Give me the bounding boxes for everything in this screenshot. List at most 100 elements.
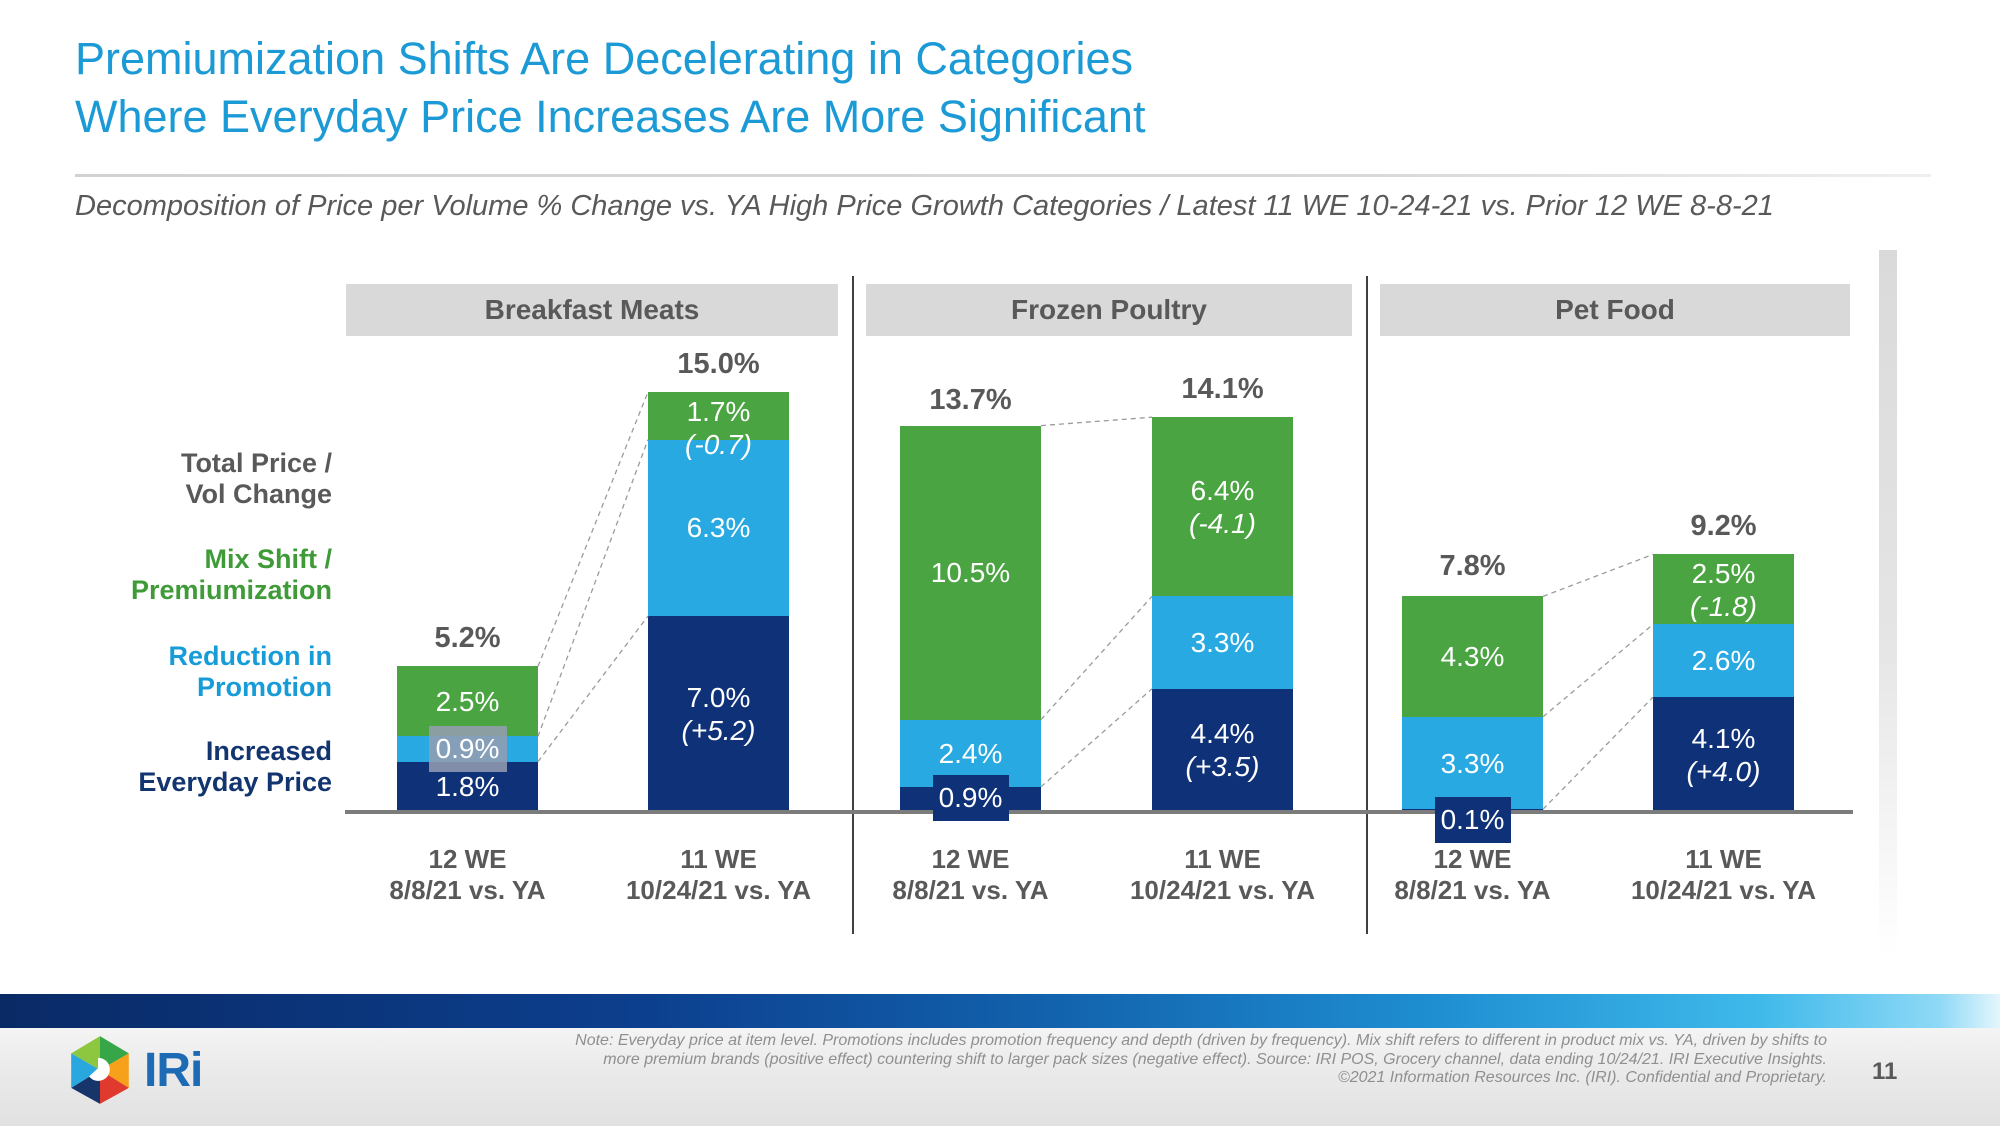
segment-value: 4.4% [1190,718,1255,750]
segment-value-label: 10.5% [900,556,1041,589]
x-axis-label-line: 11 WE [1685,844,1762,874]
page-number: 11 [1872,1058,1898,1085]
axis-legend-line: Reduction in [168,641,333,671]
axis-legend-line: Vol Change [185,479,332,509]
segment-value: 10.5% [930,557,1011,589]
bar-total-label: 14.1% [1181,373,1264,406]
axis-legend-line: Promotion [197,672,332,702]
x-axis-label: 12 WE 8/8/21 vs. YA [1358,844,1588,906]
segment-value: 3.3% [1440,747,1505,779]
x-axis-label-line: 8/8/21 vs. YA [1394,875,1551,905]
segment-value-label: 4.3% [1402,640,1543,673]
axis-legend-line: Everyday Price [138,767,332,797]
x-axis-baseline [345,810,1853,814]
page-title-line2: Where Everyday Price Increases Are More … [75,91,1146,142]
segment-value: 1.7% [686,396,751,427]
page-title-line1: Premiumization Shifts Are Decelerating i… [75,33,1133,84]
segment-value: 1.8% [435,771,500,803]
segment-value: 2.5% [1691,558,1756,590]
segment-value-label: 2.6% [1653,644,1794,677]
title-divider [75,174,1931,177]
x-axis-label-line: 12 WE [1433,844,1512,874]
x-axis-label-line: 10/24/21 vs. YA [1129,875,1316,905]
segment-value: 2.4% [938,737,1003,769]
x-axis-label-line: 8/8/21 vs. YA [389,875,546,905]
segment-value-label: 3.3% [1152,626,1293,659]
segment-delta: (-4.1) [1189,507,1256,539]
segment-delta: (-1.8) [1690,591,1757,623]
category-header-frozen-poultry: Frozen Poultry [866,284,1352,336]
x-axis-label: 11 WE 10/24/21 vs. YA [604,844,834,906]
page-title: Premiumization Shifts Are Decelerating i… [75,30,1145,146]
x-axis-label-line: 11 WE [680,844,757,874]
segment-delta: (+4.0) [1686,755,1761,787]
bar-total-label: 5.2% [434,622,501,655]
note-line: more premium brands (positive effect) co… [603,1050,1827,1068]
bar-segment [1152,688,1293,812]
axis-legend-item: Reduction in Promotion [62,641,333,703]
bar-segment [1653,697,1794,812]
note-line: ©2021 Information Resources Inc. (IRI). … [1337,1069,1827,1086]
bar-segment [648,439,789,616]
x-axis-label-line: 10/24/21 vs. YA [625,875,812,905]
bar-total-label: 15.0% [677,348,760,380]
footer-accent-bar [0,994,2000,1028]
chart-subtitle: Decomposition of Price per Volume % Chan… [75,190,1774,222]
x-axis-label-line: 8/8/21 vs. YA [892,875,1049,905]
x-axis-label: 11 WE 10/24/21 vs. YA [1609,844,1839,906]
waterfall-connector-line [1542,696,1654,810]
segment-label-highlight-box: 0.9% [428,726,507,772]
x-axis-label: 12 WE 8/8/21 vs. YA [856,844,1086,906]
waterfall-connector-line [537,439,649,737]
axis-legend-item: Increased Everyday Price [62,736,332,798]
footer-note: Note: Everyday price at item level. Prom… [327,1032,1827,1088]
section-divider [852,276,854,934]
bar-segment [900,425,1041,720]
bar-segment [397,666,538,737]
axis-legend-line: Total Price / [180,448,332,478]
waterfall-connector-line [1040,595,1153,721]
category-header-pet-food: Pet Food [1380,284,1850,336]
segment-value-label: 2.4% [900,737,1041,770]
segment-value: 6.4% [1190,474,1255,506]
bar-segment [648,392,789,440]
iri-logo-text: IRi [144,1043,203,1097]
iri-logo: IRi [68,1034,203,1106]
segment-label-below-axis-box: 0.9% [932,774,1009,821]
bar-segment [1402,596,1543,717]
bar-segment [1402,716,1543,810]
segment-value: 3.3% [1190,627,1255,659]
bar-segment [1152,417,1293,597]
x-axis-label-line: 12 WE [931,844,1010,874]
section-divider [1366,276,1368,934]
bar-total-label: 7.8% [1439,549,1506,582]
x-axis-label-line: 11 WE [1184,844,1261,874]
bar-segment [1653,624,1794,698]
segment-value-label: 4.1% (+4.0) [1653,722,1794,788]
axis-legend-line: Increased [205,736,332,766]
axis-legend-line: Premiumization [130,575,332,605]
segment-value-label: 4.4% (+3.5) [1152,717,1293,783]
bar-total-label: 9.2% [1690,510,1757,543]
iri-logo-icon [71,1036,129,1104]
x-axis-label-line: 12 WE [428,844,507,874]
axis-legend-item: Total Price / Vol Change [62,448,332,510]
segment-delta: (+3.5) [1185,751,1260,783]
x-axis-label: 11 WE 10/24/21 vs. YA [1108,844,1338,906]
segment-value: 4.1% [1691,722,1756,754]
segment-value-label: 7.0% (+5.2) [648,681,789,747]
segment-value: 4.3% [1440,641,1505,673]
segment-value-label: 2.5% (-1.8) [1653,557,1794,623]
waterfall-connector-line [1542,623,1654,718]
bar-segment [1152,596,1293,689]
right-shadow-strip [1879,250,1897,955]
bar-segment [648,616,789,812]
bar-total-label: 13.7% [929,384,1012,417]
segment-value-label: 3.3% [1402,747,1543,780]
waterfall-connector-line [1040,688,1153,788]
segment-value-label: 6.3% [648,511,789,544]
segment-value: 2.6% [1691,645,1756,677]
axis-legend-item: Mix Shift / Premiumization [62,544,332,606]
axis-legend-line: Mix Shift / [204,544,333,574]
